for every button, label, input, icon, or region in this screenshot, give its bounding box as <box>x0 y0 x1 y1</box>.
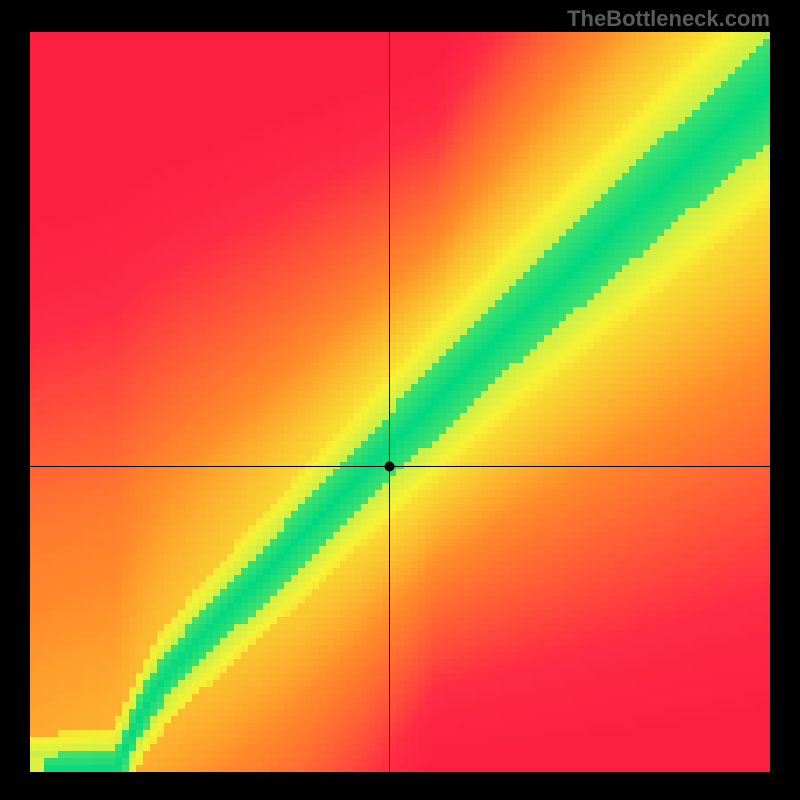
watermark-text: TheBottleneck.com <box>567 6 770 32</box>
chart-container: { "canvas": { "width": 800, "height": 80… <box>0 0 800 800</box>
bottleneck-heatmap <box>30 32 770 772</box>
